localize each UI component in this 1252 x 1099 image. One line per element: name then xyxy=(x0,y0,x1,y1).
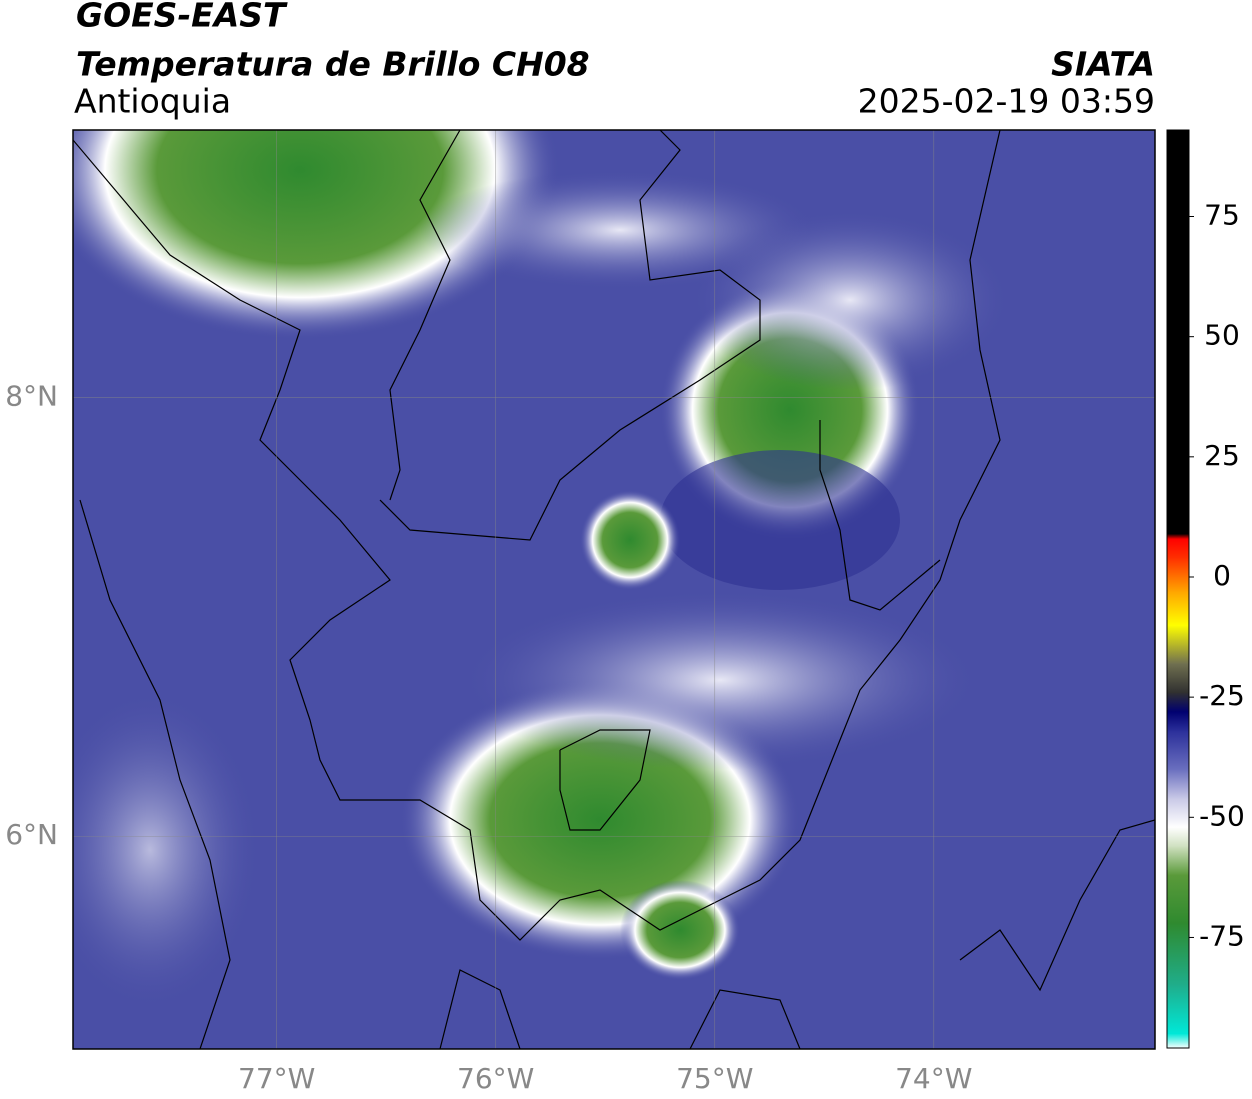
haze xyxy=(460,590,980,770)
colorbar-segment xyxy=(1167,538,1189,559)
department-border xyxy=(959,819,1155,992)
title: GOES-EAST xyxy=(76,0,288,35)
colorbar-tick-label: 0 xyxy=(1213,559,1231,592)
colorbar: -75 -50 -25 0 25 50 75 xyxy=(1167,130,1245,1049)
colorbar-segment xyxy=(1167,846,1189,876)
department-border xyxy=(73,130,1001,941)
colorbar-segment xyxy=(1167,663,1189,693)
colorbar-segment xyxy=(1167,923,1189,987)
colorbar-segment xyxy=(1167,591,1189,626)
source: SIATA xyxy=(1051,45,1155,84)
colorbar-tick-label: -50 xyxy=(1199,799,1245,832)
cloud xyxy=(580,490,680,590)
colorbar-segment xyxy=(1167,798,1189,828)
region: Antioquia xyxy=(74,82,231,121)
colorbar-segment xyxy=(1167,130,1189,535)
x-tick-label: 75°W xyxy=(676,1062,753,1095)
timestamp: 2025-02-19 03:59 xyxy=(858,82,1155,121)
department-border xyxy=(439,969,521,1049)
x-tick-label: 77°W xyxy=(238,1062,315,1095)
cold-region xyxy=(660,450,900,590)
y-tick-label: 8°N xyxy=(5,380,58,413)
colorbar-segment xyxy=(1167,985,1189,1035)
colorbar-segment xyxy=(1167,874,1189,924)
department-border xyxy=(689,989,801,1049)
colorbar-segment xyxy=(1167,692,1189,713)
graticule xyxy=(73,130,1155,1049)
y-tick-label: 6°N xyxy=(5,818,58,851)
cloud xyxy=(620,880,740,980)
map-frame xyxy=(72,129,1156,1050)
haze xyxy=(73,690,260,1010)
colorbar-tick-label: -25 xyxy=(1199,679,1245,712)
colorbar-segment xyxy=(1167,730,1189,770)
municipal-border xyxy=(559,729,651,831)
x-tick-label: 74°W xyxy=(895,1062,972,1095)
colorbar-segment xyxy=(1167,557,1189,592)
colorbar-tick-label: -75 xyxy=(1199,919,1245,952)
colorbar-segment xyxy=(1167,711,1189,732)
colorbar-tick-label: 50 xyxy=(1204,319,1240,352)
department-border xyxy=(379,130,761,541)
subtitle: Temperatura de Brillo CH08 xyxy=(76,45,590,84)
colorbar-segment xyxy=(1167,769,1189,799)
haze xyxy=(690,210,1010,390)
colorbar-tick-label: 25 xyxy=(1204,439,1240,472)
colorbar-segment xyxy=(1167,826,1189,847)
colorbar-segment xyxy=(1167,533,1189,540)
colorbar-segment xyxy=(1167,1033,1189,1049)
department-border xyxy=(819,420,941,611)
x-tick-label: 76°W xyxy=(457,1062,534,1095)
colorbar-frame xyxy=(1166,129,1190,1049)
coastline xyxy=(79,499,231,1049)
axes: 77°W 76°W 75°W 74°W 6°N 8°N xyxy=(5,380,972,1095)
colorbar-segment xyxy=(1167,625,1189,664)
colorbar-tick-label: 75 xyxy=(1204,199,1240,232)
coastline xyxy=(389,130,461,501)
map xyxy=(73,130,1155,1049)
